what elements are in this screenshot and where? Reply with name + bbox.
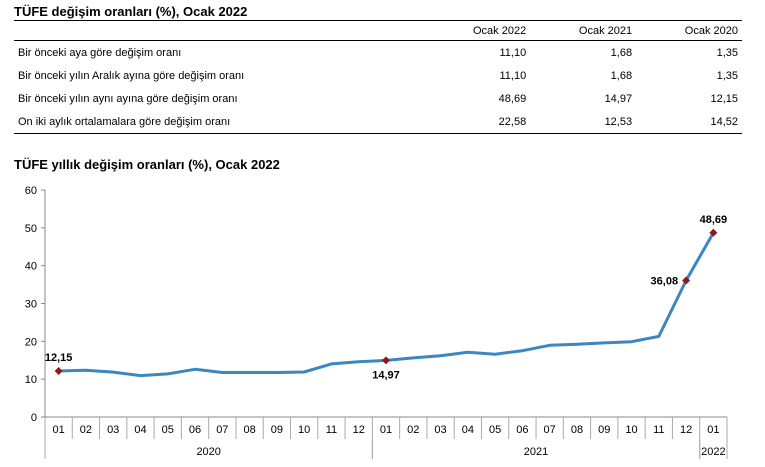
row-value: 14,97: [604, 92, 633, 105]
row-value: 12,53: [604, 115, 633, 128]
x-tick-label: 02: [407, 424, 419, 436]
table-title: TÜFE değişim oranları (%), Ocak 2022: [14, 4, 248, 19]
x-tick-label: 09: [271, 424, 283, 436]
x-tick-label: 03: [107, 424, 119, 436]
row-value: 1,35: [716, 46, 738, 59]
y-tick-label: 30: [25, 299, 37, 311]
row-value: 11,10: [499, 69, 527, 82]
row-value: 1,35: [716, 69, 738, 82]
x-tick-label: 05: [162, 424, 174, 436]
x-tick-label: 12: [353, 424, 365, 436]
year-label: 2021: [524, 446, 548, 458]
row-value: 22,58: [498, 115, 527, 128]
table-row: On iki aylık ortalamalara göre değişim o…: [14, 110, 742, 134]
x-tick-label: 09: [598, 424, 610, 436]
x-tick-label: 02: [80, 424, 92, 436]
table-header-row: Ocak 2022 Ocak 2021 Ocak 2020: [14, 20, 742, 41]
year-label: 2022: [701, 446, 725, 458]
x-tick-label: 11: [326, 424, 337, 436]
x-tick-label: 10: [625, 424, 637, 436]
row-label: On iki aylık ortalamalara göre değişim o…: [18, 115, 231, 128]
y-tick-label: 50: [25, 223, 37, 235]
x-tick-label: 07: [544, 424, 556, 436]
x-tick-label: 04: [462, 424, 474, 436]
x-tick-label: 05: [489, 424, 501, 436]
y-tick-label: 10: [25, 374, 37, 386]
x-tick-label: 01: [380, 424, 392, 436]
data-label: 14,97: [372, 369, 400, 381]
x-tick-label: 06: [516, 424, 528, 436]
data-label: 36,08: [651, 275, 679, 287]
table-row: Bir önceki aya göre değişim oranı 11,10 …: [14, 41, 742, 65]
table-header-cell: Ocak 2020: [684, 24, 738, 37]
row-value: 48,69: [498, 92, 527, 105]
annotation-marker: [382, 356, 390, 365]
x-tick-label: 03: [434, 424, 446, 436]
x-tick-label: 11: [653, 424, 664, 436]
annotation-marker: [54, 367, 63, 376]
x-tick-label: 01: [53, 424, 65, 436]
row-label: Bir önceki yılın Aralık ayına göre değiş…: [18, 69, 245, 82]
y-tick-label: 60: [25, 185, 37, 197]
y-tick-label: 40: [25, 261, 37, 273]
x-tick-label: 10: [298, 424, 310, 436]
table-header-cell: Ocak 2021: [578, 24, 633, 37]
x-tick-label: 08: [571, 424, 583, 436]
series-line: [58, 232, 715, 378]
row-value: 12,15: [710, 92, 738, 105]
x-tick-label: 04: [134, 424, 146, 436]
table-header-cell: Ocak 2022: [473, 24, 527, 37]
y-tick-label: 20: [25, 336, 37, 348]
y-tick-label: 0: [31, 412, 37, 424]
row-value: 14,52: [710, 115, 738, 128]
row-label: Bir önceki aya göre değişim oranı: [18, 46, 182, 59]
row-value: 1,68: [610, 69, 633, 82]
table-row: Bir önceki yılın aynı ayına göre değişim…: [14, 87, 742, 110]
row-value: 1,68: [610, 46, 633, 59]
x-tick-label: 08: [243, 424, 255, 436]
chart-title: TÜFE yıllık değişim oranları (%), Ocak 2…: [14, 157, 280, 172]
row-value: 11,10: [499, 46, 527, 59]
year-label: 2020: [196, 446, 220, 458]
data-label: 48,69: [700, 214, 728, 226]
x-tick-label: 12: [680, 424, 692, 436]
table-row: Bir önceki yılın Aralık ayına göre değiş…: [14, 64, 742, 87]
x-tick-label: 07: [216, 424, 228, 436]
row-label: Bir önceki yılın aynı ayına göre değişim…: [18, 92, 238, 105]
x-tick-label: 01: [707, 424, 719, 436]
change-rates-table: Ocak 2022 Ocak 2021 Ocak 2020 Bir önceki…: [14, 20, 742, 134]
annotation-marker: [682, 276, 691, 285]
annotation-marker: [709, 228, 718, 237]
data-label: 12,15: [45, 352, 73, 364]
x-tick-label: 06: [189, 424, 201, 436]
